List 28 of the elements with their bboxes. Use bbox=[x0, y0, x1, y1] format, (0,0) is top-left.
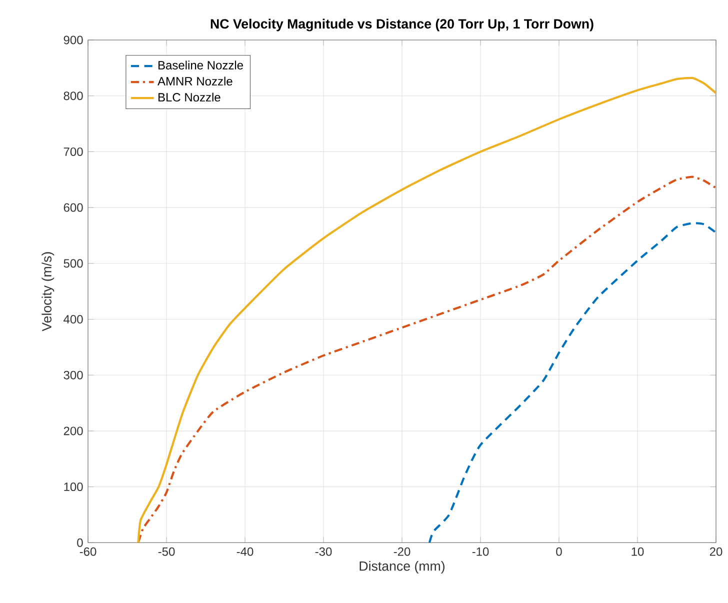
y-tick-label: 800 bbox=[64, 92, 83, 100]
y-tick-label: 200 bbox=[64, 426, 83, 436]
y-tick-label: 900 bbox=[64, 36, 83, 44]
x-tick-label: -20 bbox=[394, 548, 410, 556]
y-tick-label: 300 bbox=[64, 371, 83, 380]
x-axis-title: Distance (mm) bbox=[360, 561, 444, 574]
y-tick-label: 400 bbox=[64, 315, 83, 324]
x-tick-label: -10 bbox=[472, 548, 489, 556]
y-tick-label: 0 bbox=[77, 538, 83, 548]
legend-label: AMNR Nozzle bbox=[158, 76, 232, 86]
x-tick-label: -30 bbox=[315, 548, 332, 556]
y-tick-label: 700 bbox=[64, 148, 83, 156]
x-tick-label: -40 bbox=[236, 548, 254, 556]
x-tick-label: -50 bbox=[158, 548, 175, 556]
x-tick-label: 10 bbox=[632, 548, 644, 556]
y-axis-title: Velocity (m/s) bbox=[42, 252, 54, 332]
y-tick-label: 100 bbox=[64, 482, 83, 492]
chart-title: NC Velocity Magnitude vs Distance (20 Torr Up, 1 Torr Down) bbox=[210, 18, 594, 32]
y-tick-label: 500 bbox=[64, 259, 83, 268]
line-series bbox=[137, 176, 716, 543]
x-tick-label: -60 bbox=[80, 548, 96, 556]
x-tick-label: 20 bbox=[710, 548, 722, 556]
line-series bbox=[428, 222, 716, 543]
x-tick-label: 0 bbox=[556, 548, 562, 556]
legend-label: Baseline Nozzle bbox=[158, 60, 243, 70]
y-tick-label: 600 bbox=[64, 203, 83, 212]
legend-label: BLC Nozzle bbox=[158, 92, 220, 102]
line-series bbox=[137, 77, 716, 543]
